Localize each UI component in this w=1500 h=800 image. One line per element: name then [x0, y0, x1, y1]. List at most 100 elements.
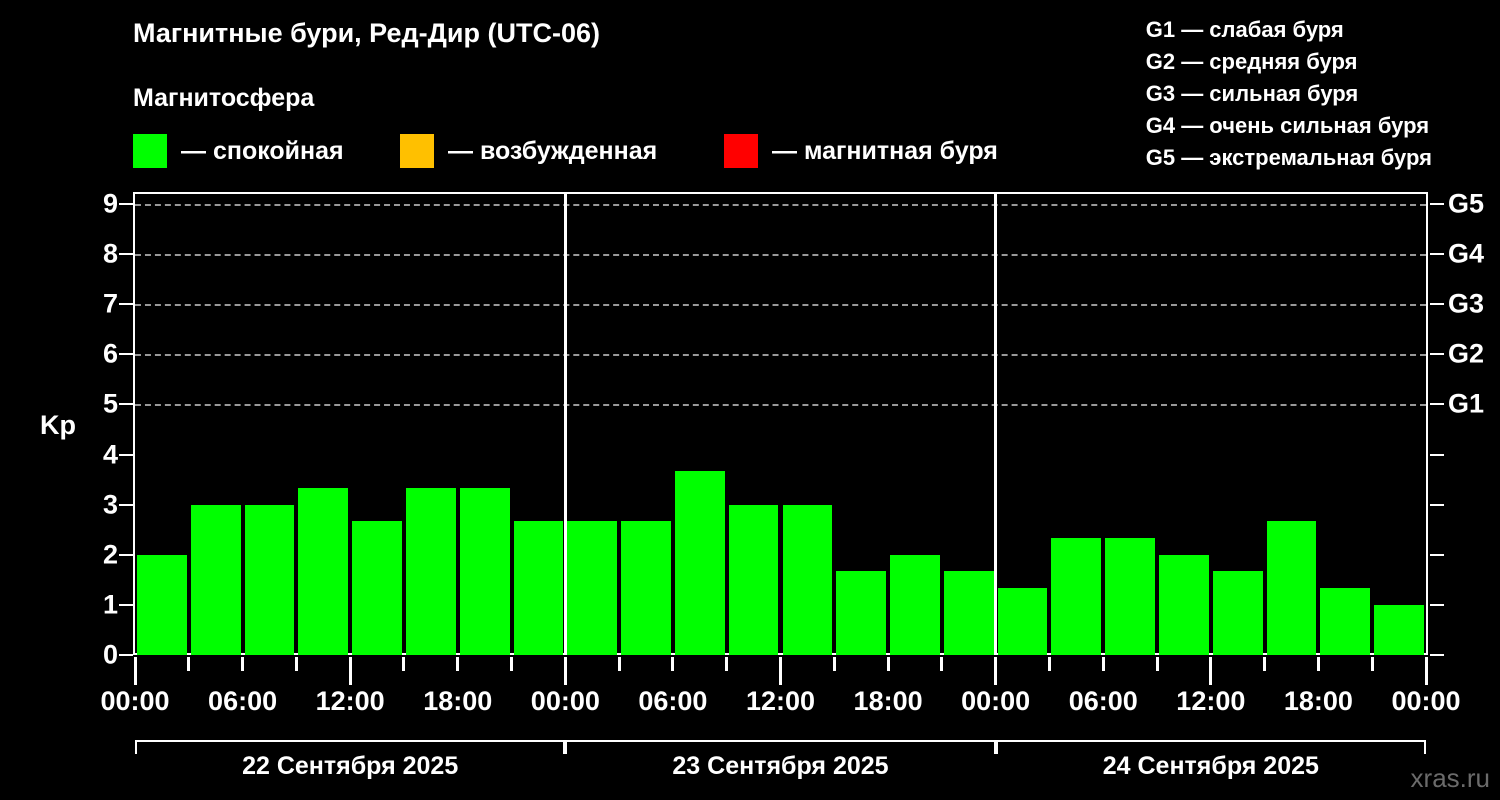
x-tick-label-10: 12:00 [1176, 686, 1246, 716]
g-axis-tick-kp-4 [1430, 453, 1444, 456]
g-legend-row-1: G1 — слабая буря [1145, 17, 1344, 42]
day-label-3: 24 Сентября 2025 [1102, 752, 1319, 780]
y-tick-label-4: 4 [102, 439, 118, 470]
bar[interactable] [513, 521, 564, 655]
bar[interactable] [782, 504, 833, 655]
y-tick-label-1: 1 [102, 589, 118, 620]
x-tick-9 [1101, 657, 1105, 671]
day-band-1 [135, 740, 566, 754]
state-legend-label: — спокойная [181, 136, 344, 165]
g-axis-tick-kp-6 [1430, 353, 1444, 356]
bar[interactable] [244, 504, 295, 655]
bar[interactable] [1266, 521, 1317, 655]
y-tick-2 [119, 553, 133, 556]
y-tick-label-8: 8 [102, 238, 118, 269]
y-tick-label-3: 3 [102, 489, 118, 520]
bar[interactable] [836, 571, 887, 655]
g-axis-tick-kp-1 [1430, 603, 1444, 606]
bar[interactable] [352, 521, 402, 655]
bar[interactable] [567, 521, 618, 655]
gridline-kp-8 [135, 254, 1426, 257]
g-axis-label-G3: G3 [1448, 288, 1485, 319]
gridline-kp-5 [135, 404, 1426, 407]
y-tick-1 [119, 603, 133, 606]
bar[interactable] [1212, 571, 1263, 655]
y-tick-9 [119, 203, 133, 206]
x-tick-label-11: 18:00 [1283, 686, 1353, 716]
bar[interactable] [1105, 538, 1156, 655]
x-tick-0 [133, 657, 137, 685]
g-legend-row-4: G4 — очень сильная буря [1145, 113, 1430, 138]
x-tick-label-4: 00:00 [530, 686, 600, 716]
x-tick-minor-11 [725, 657, 729, 671]
x-tick-8 [994, 657, 998, 685]
g-axis-tick-kp-2 [1430, 553, 1444, 556]
magnetosphere-heading: Магнитосфера [133, 84, 315, 112]
g-axis-tick-kp-3 [1430, 503, 1444, 506]
x-tick-minor-15 [940, 657, 944, 671]
red-square-icon [724, 134, 758, 168]
bar[interactable] [943, 571, 994, 655]
bar[interactable] [674, 471, 725, 655]
x-tick-label-6: 12:00 [745, 686, 816, 716]
x-tick-3 [456, 657, 460, 671]
plot-area [135, 194, 1426, 655]
x-tick-minor-13 [832, 657, 836, 671]
day-label-2: 23 Сентября 2025 [672, 752, 889, 780]
x-tick-label-0: 00:00 [100, 686, 170, 716]
plot-frame [133, 192, 1428, 655]
x-tick-label-7: 18:00 [853, 686, 923, 716]
g-scale-legend: G1 — слабая буря G2 — средняя буря G3 — си… [1146, 14, 1432, 174]
day-separator-2 [994, 194, 998, 655]
gridline-kp-7 [135, 304, 1426, 307]
bar[interactable] [1374, 604, 1424, 655]
x-tick-4 [563, 657, 567, 685]
x-tick-11 [1316, 657, 1320, 671]
bar[interactable] [621, 521, 671, 655]
state-legend-item-0: — спокойная [133, 134, 344, 168]
g-axis-label-G5: G5 [1448, 188, 1485, 219]
bar[interactable] [298, 488, 349, 655]
x-tick-label-12: 00:00 [1391, 686, 1461, 716]
x-tick-minor-1 [187, 657, 191, 671]
page-title: Магнитные бури, Ред-Дир (UTC-06) [133, 18, 600, 48]
state-legend-item-2: — магнитная буря [724, 134, 998, 168]
state-legend-label: — магнитная буря [772, 136, 998, 165]
g-axis-tick-kp-7 [1430, 303, 1444, 306]
day-separator-1 [563, 194, 567, 655]
x-tick-minor-7 [510, 657, 514, 671]
x-tick-minor-21 [1263, 657, 1267, 671]
x-tick-1 [241, 657, 245, 671]
x-tick-label-3: 18:00 [423, 686, 493, 716]
x-tick-minor-23 [1370, 657, 1374, 671]
g-legend-row-3: G3 — сильная буря [1145, 81, 1359, 106]
y-tick-5 [119, 403, 133, 406]
y-tick-4 [119, 453, 133, 456]
bar[interactable] [728, 504, 779, 655]
x-tick-10 [1209, 657, 1213, 685]
day-label-1: 22 Сентября 2025 [242, 752, 459, 780]
x-tick-5 [671, 657, 675, 671]
bar[interactable] [1159, 554, 1209, 655]
bar[interactable] [405, 488, 456, 655]
y-tick-8 [119, 253, 133, 256]
g-axis-label-G4: G4 [1448, 238, 1485, 269]
x-tick-label-2: 12:00 [315, 686, 385, 716]
state-legend-label: — возбужденная [448, 136, 658, 165]
g-axis-tick-kp-9 [1430, 203, 1444, 206]
y-tick-label-2: 2 [102, 539, 118, 570]
bar[interactable] [190, 504, 241, 655]
bar[interactable] [459, 488, 510, 655]
bar[interactable] [1320, 588, 1371, 655]
x-tick-12 [1424, 657, 1428, 685]
g-axis-tick-kp-5 [1430, 403, 1444, 406]
x-tick-label-1: 06:00 [208, 686, 278, 716]
bar[interactable] [890, 554, 940, 655]
g-legend-row-5: G5 — экстремальная буря [1145, 145, 1432, 170]
bar[interactable] [137, 554, 187, 655]
bar[interactable] [997, 588, 1048, 655]
y-tick-0 [119, 654, 133, 656]
bar[interactable] [1051, 538, 1102, 655]
x-tick-minor-19 [1155, 657, 1159, 671]
x-tick-7 [886, 657, 890, 671]
